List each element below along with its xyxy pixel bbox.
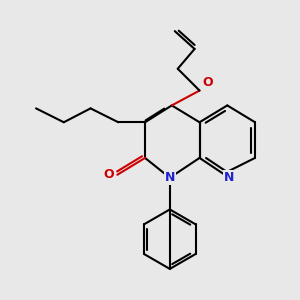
Text: N: N — [224, 171, 234, 184]
Text: O: O — [103, 168, 114, 181]
Text: O: O — [202, 76, 213, 89]
Text: N: N — [165, 171, 175, 184]
